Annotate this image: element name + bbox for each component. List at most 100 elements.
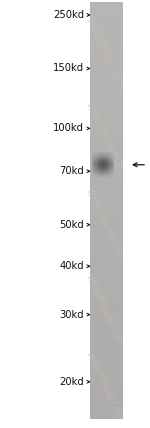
Bar <box>103 169 104 170</box>
Bar <box>113 175 114 176</box>
Bar <box>101 156 102 157</box>
Bar <box>108 165 109 166</box>
Bar <box>113 171 114 172</box>
Bar <box>103 165 104 166</box>
Bar <box>93 176 94 177</box>
Bar <box>90 34 123 36</box>
Bar <box>104 164 105 165</box>
Bar <box>94 175 95 176</box>
Bar <box>103 156 104 157</box>
Bar <box>110 162 111 163</box>
Bar <box>103 160 104 161</box>
Bar <box>113 168 114 169</box>
Bar <box>104 152 105 153</box>
Bar <box>92 167 93 168</box>
Bar <box>99 162 100 163</box>
Bar <box>92 163 93 164</box>
Bar <box>113 159 114 160</box>
Bar <box>102 162 103 163</box>
Bar <box>112 152 113 153</box>
Bar <box>96 175 97 176</box>
Bar <box>108 154 109 155</box>
Bar <box>100 160 101 161</box>
Bar <box>104 163 105 164</box>
Bar <box>103 175 104 176</box>
Bar <box>108 158 109 159</box>
Bar <box>98 159 99 160</box>
Bar <box>95 175 96 176</box>
Bar <box>90 67 123 69</box>
Bar <box>113 169 114 170</box>
Bar <box>90 259 123 261</box>
Bar <box>113 159 114 160</box>
Bar <box>110 153 111 154</box>
Bar <box>106 153 107 154</box>
Bar <box>109 157 110 158</box>
Bar <box>109 175 110 176</box>
Bar <box>108 152 109 153</box>
Bar <box>100 153 101 154</box>
Bar <box>104 174 105 175</box>
Bar <box>108 167 109 168</box>
Bar <box>102 166 103 167</box>
Bar <box>90 366 123 368</box>
Bar <box>105 167 106 168</box>
Bar <box>90 309 123 311</box>
Bar <box>90 155 123 157</box>
Bar <box>90 247 123 248</box>
Text: WWW.PTGLAB.COM: WWW.PTGLAB.COM <box>84 101 123 172</box>
Bar <box>90 387 123 389</box>
Bar <box>111 168 112 169</box>
Bar <box>100 160 101 161</box>
Bar <box>90 273 123 275</box>
Bar <box>96 173 97 174</box>
Bar <box>101 168 102 169</box>
Bar <box>96 155 97 156</box>
Bar <box>93 172 94 173</box>
Bar <box>100 167 101 168</box>
Bar <box>97 157 98 158</box>
Bar <box>110 154 111 155</box>
Bar <box>90 240 123 241</box>
Bar <box>95 168 96 169</box>
Bar <box>108 158 109 159</box>
Bar <box>112 157 113 158</box>
Bar <box>108 170 109 171</box>
Bar <box>90 234 123 236</box>
Bar <box>99 161 100 162</box>
Bar <box>100 153 101 154</box>
Bar <box>110 174 111 175</box>
Bar <box>104 169 105 170</box>
Bar <box>104 163 105 164</box>
Bar <box>90 411 123 413</box>
Bar <box>96 168 97 169</box>
Bar <box>103 164 104 165</box>
Bar <box>104 177 105 178</box>
Bar <box>103 174 104 175</box>
Bar <box>105 166 106 167</box>
Bar <box>109 172 110 173</box>
Bar <box>104 171 105 172</box>
Bar <box>100 163 101 164</box>
Bar <box>97 167 98 168</box>
Bar <box>96 158 97 159</box>
Bar <box>107 164 108 165</box>
Bar <box>93 163 94 164</box>
Bar <box>104 163 105 164</box>
Bar <box>113 173 114 174</box>
Bar <box>104 167 105 168</box>
Bar <box>108 163 109 164</box>
Bar <box>106 153 107 154</box>
Bar <box>100 172 101 173</box>
Bar <box>113 175 114 176</box>
Bar <box>113 168 114 169</box>
Bar <box>101 170 102 171</box>
Bar <box>90 21 123 23</box>
Bar <box>102 154 103 155</box>
Bar <box>100 172 101 173</box>
Bar <box>108 175 109 176</box>
Bar <box>102 154 103 155</box>
Bar <box>100 168 101 169</box>
Bar <box>92 156 93 157</box>
Bar <box>105 171 106 172</box>
